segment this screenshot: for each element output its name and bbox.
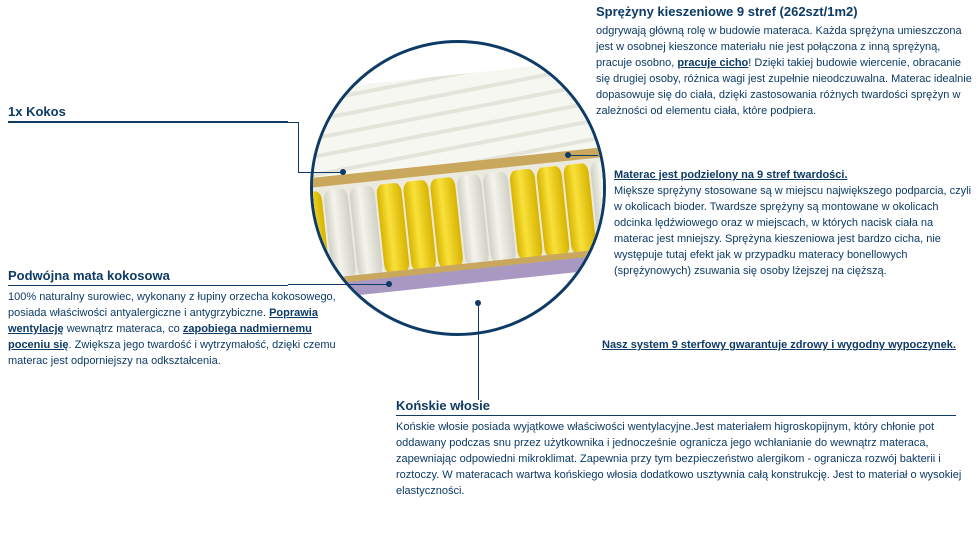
mat-dot: [386, 281, 392, 287]
kokos-leader-h2: [298, 172, 342, 173]
mat-body-p2: wewnątrz materaca, co: [64, 323, 183, 335]
kokos-leader-h: [8, 122, 298, 123]
mattress-illustration: [310, 40, 606, 336]
spring-leader: [570, 155, 598, 156]
mat-leader-h: [288, 284, 388, 285]
zones-u: Materac jest podzielony na 9 stref tward…: [614, 169, 848, 181]
spring-body: odgrywają główną rolę w budowie materaca…: [596, 24, 972, 120]
spring-title: Sprężyny kieszeniowe 9 stref (262szt/1m2…: [596, 4, 972, 21]
kokos-leader-v: [298, 122, 299, 172]
hair-leader-v: [478, 302, 479, 400]
kokos-dot: [340, 169, 346, 175]
kokos-label: 1x Kokos: [8, 104, 288, 122]
hair-dot: [475, 300, 481, 306]
mat-body: 100% naturalny surowiec, wykonany z łupi…: [8, 290, 348, 370]
mat-title: Podwójna mata kokosowa: [8, 268, 288, 286]
diagram-container: 1x Kokos Podwójna mata kokosowa 100% nat…: [0, 0, 980, 551]
system-block: Nasz system 9 sterfowy gwarantuje zdrowy…: [602, 338, 972, 354]
spring-dot: [565, 152, 571, 158]
system-u: Nasz system 9 sterfowy gwarantuje zdrowy…: [602, 339, 956, 351]
zones-body: Miększe sprężyny stosowane są w miejscu …: [614, 185, 971, 277]
spring-body-u1: pracuje cicho: [677, 57, 748, 69]
zones-block: Materac jest podzielony na 9 stref tward…: [614, 168, 972, 280]
hair-title: Końskie włosie: [396, 398, 956, 416]
hair-body: Końskie włosie posiada wyjątkowe właściw…: [396, 420, 968, 500]
